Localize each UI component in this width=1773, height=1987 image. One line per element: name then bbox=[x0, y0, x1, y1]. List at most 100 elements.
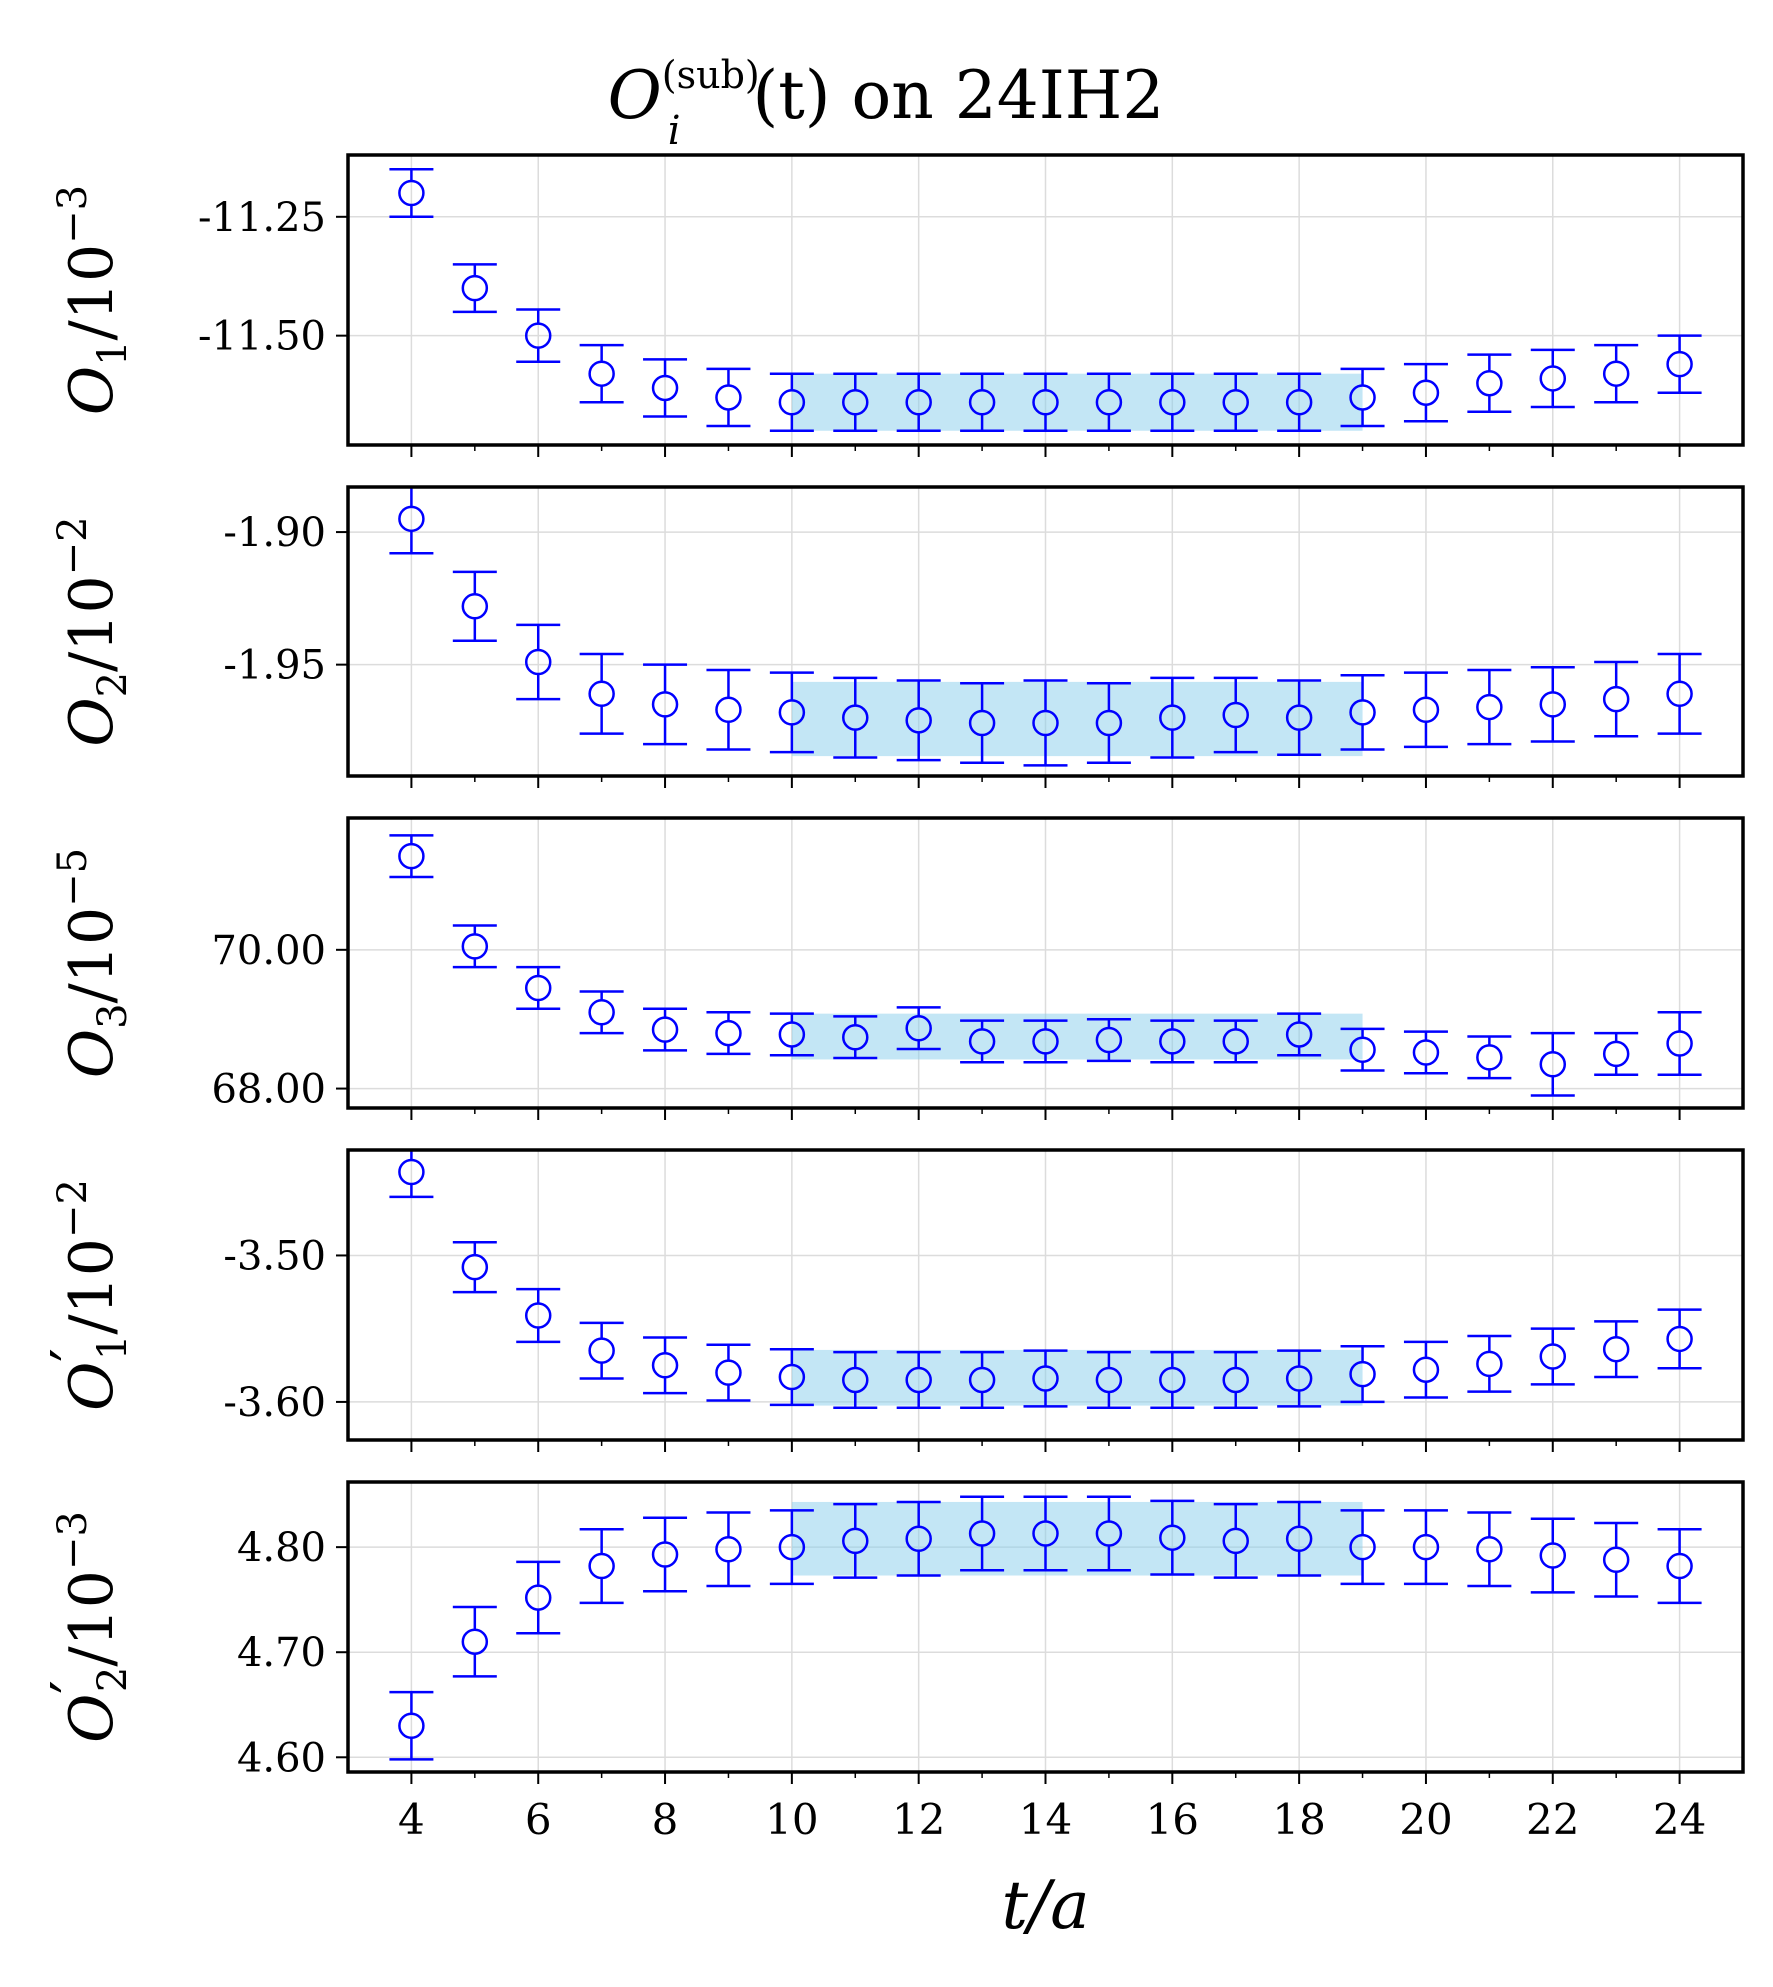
data-marker bbox=[1476, 369, 1503, 397]
x-tick-label: 8 bbox=[652, 1795, 679, 1844]
panel-2: -1.90 -1.95 O2/10−2 bbox=[50, 485, 1745, 788]
y-label-main: O bbox=[57, 697, 127, 746]
data-point bbox=[516, 1560, 561, 1635]
panel-3: 70.00 68.00 O3/10−5 bbox=[50, 816, 1745, 1120]
panels: -11.25-11.50O1/10−3-1.90-1.95O2/10−270.0… bbox=[39, 153, 1745, 1784]
data-point bbox=[1403, 1340, 1448, 1399]
panel-4: -3.50 -3.60 O′1/10−2 bbox=[39, 1148, 1745, 1452]
data-marker bbox=[1412, 696, 1440, 723]
data-marker bbox=[1476, 693, 1503, 721]
data-marker bbox=[715, 696, 742, 723]
y-axis-label: O′1/10−2 bbox=[39, 1179, 136, 1411]
data-marker bbox=[1159, 704, 1186, 731]
data-marker bbox=[1032, 388, 1059, 416]
data-point bbox=[516, 1287, 561, 1344]
y-label-sub: 2 bbox=[90, 1667, 136, 1692]
data-point bbox=[769, 372, 814, 432]
x-tick-label: 4 bbox=[398, 1795, 425, 1844]
data-point bbox=[1657, 652, 1702, 735]
data-marker bbox=[1539, 691, 1567, 718]
data-point bbox=[389, 168, 434, 219]
data-point bbox=[1594, 343, 1639, 404]
x-tick-label: 12 bbox=[892, 1795, 945, 1844]
y-tick-label: 4.60 bbox=[237, 1735, 326, 1781]
data-marker bbox=[1285, 704, 1313, 731]
data-point bbox=[1023, 1019, 1068, 1064]
data-marker bbox=[1159, 1028, 1186, 1055]
data-point bbox=[1467, 1511, 1512, 1588]
data-point bbox=[896, 1006, 941, 1051]
data-point bbox=[452, 1605, 497, 1678]
data-point bbox=[579, 343, 624, 404]
chart-title-sub: i bbox=[668, 108, 681, 154]
data-point bbox=[1086, 372, 1131, 432]
data-point bbox=[769, 1012, 814, 1057]
y-tick-label: 68.00 bbox=[211, 1067, 326, 1113]
data-point bbox=[1467, 1035, 1512, 1080]
data-point bbox=[452, 263, 497, 314]
data-marker bbox=[1095, 1520, 1123, 1547]
data-marker bbox=[778, 1363, 806, 1391]
data-marker bbox=[1666, 1325, 1693, 1353]
data-marker bbox=[1602, 1546, 1630, 1574]
data-point bbox=[1150, 372, 1195, 432]
data-point bbox=[1340, 367, 1385, 428]
x-label-main: t bbox=[1001, 1867, 1028, 1944]
data-point bbox=[516, 308, 561, 364]
data-marker bbox=[398, 842, 425, 870]
data-marker bbox=[1095, 1026, 1123, 1054]
data-point bbox=[1467, 1334, 1512, 1393]
data-marker bbox=[588, 1337, 615, 1364]
y-axis-label: O′2/10−3 bbox=[39, 1511, 136, 1743]
data-marker bbox=[778, 699, 806, 726]
data-point bbox=[960, 1019, 1005, 1064]
chart-title-rest: (t) on 24IH2 bbox=[753, 57, 1165, 134]
data-point bbox=[1086, 1017, 1131, 1063]
data-marker bbox=[398, 1158, 425, 1186]
data-marker bbox=[1602, 360, 1630, 387]
data-point bbox=[1150, 1499, 1195, 1576]
y-label-exponent: −5 bbox=[50, 848, 96, 907]
data-marker bbox=[778, 388, 806, 416]
data-marker bbox=[1159, 1524, 1186, 1551]
data-marker bbox=[1412, 1533, 1440, 1561]
data-marker bbox=[524, 322, 552, 349]
data-point bbox=[1594, 1320, 1639, 1379]
data-marker bbox=[842, 388, 869, 416]
data-marker bbox=[398, 179, 425, 207]
data-marker bbox=[968, 388, 996, 416]
data-point bbox=[1657, 1011, 1702, 1076]
y-tick-label: -3.60 bbox=[223, 1380, 326, 1426]
data-point bbox=[1530, 1327, 1575, 1386]
data-point bbox=[579, 990, 624, 1035]
data-marker bbox=[1095, 1366, 1123, 1394]
x-tick-label: 20 bbox=[1399, 1795, 1452, 1844]
data-point bbox=[960, 372, 1005, 432]
fit-band bbox=[791, 1501, 1363, 1576]
data-point bbox=[1213, 1019, 1258, 1064]
y-label-main: O bbox=[57, 1029, 127, 1078]
data-point bbox=[1403, 1509, 1448, 1586]
data-point bbox=[1340, 1027, 1385, 1072]
data-marker bbox=[1222, 1028, 1249, 1055]
x-axis: 4 6 8 10 12 14 16 18 20 22 24 t/a bbox=[398, 1795, 1706, 1944]
data-marker bbox=[1349, 1360, 1376, 1388]
data-point bbox=[1023, 1495, 1068, 1572]
data-point bbox=[896, 1500, 941, 1577]
data-point bbox=[643, 1516, 688, 1593]
panel-5: 4.80 4.70 4.60 O′2/10−3 bbox=[39, 1480, 1745, 1784]
data-marker bbox=[1539, 1542, 1567, 1569]
data-point bbox=[1023, 1349, 1068, 1408]
data-point bbox=[1594, 1031, 1639, 1076]
data-marker bbox=[905, 707, 932, 734]
data-point bbox=[769, 1509, 814, 1586]
y-label-main: O bbox=[57, 1694, 127, 1743]
y-label-rest: /10 bbox=[57, 244, 127, 341]
data-marker bbox=[651, 1352, 679, 1379]
data-point bbox=[579, 1528, 624, 1605]
y-label-sub: 1 bbox=[90, 1335, 136, 1360]
data-marker bbox=[968, 1520, 996, 1547]
data-point bbox=[1594, 1521, 1639, 1598]
y-tick-label: -11.25 bbox=[198, 195, 326, 241]
